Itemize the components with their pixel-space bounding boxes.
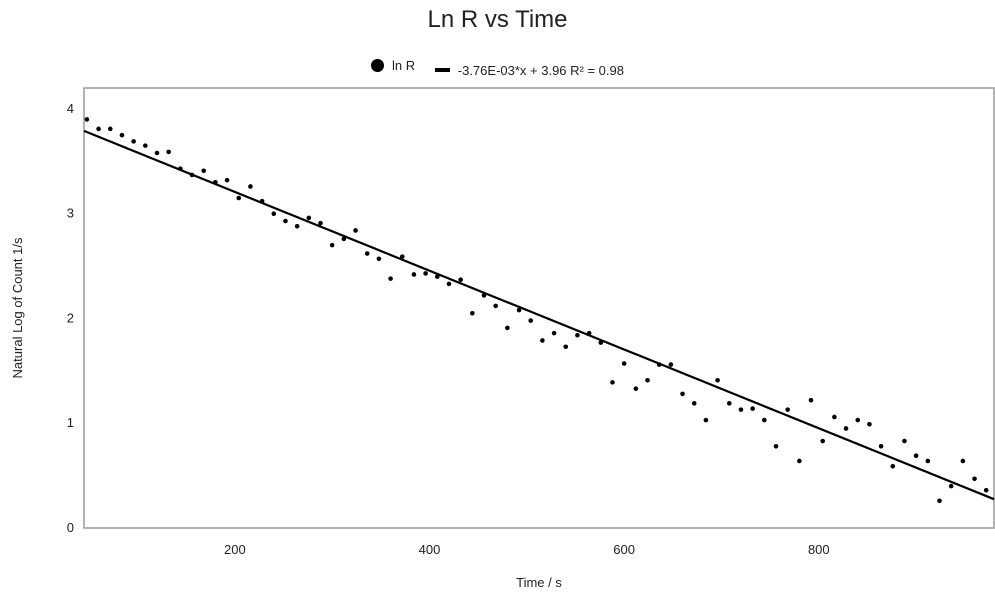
data-point[interactable] bbox=[820, 438, 826, 444]
data-point[interactable] bbox=[890, 463, 896, 469]
data-point[interactable] bbox=[983, 487, 989, 493]
data-point[interactable] bbox=[283, 218, 288, 224]
x-tick-label: 600 bbox=[613, 542, 635, 557]
data-point[interactable] bbox=[131, 139, 136, 144]
data-point[interactable] bbox=[528, 318, 534, 323]
x-axis-ticks: 200 400 600 800 bbox=[224, 542, 830, 557]
legend-trend-label: -3.76E-03*x + 3.96 R² = 0.98 bbox=[457, 62, 624, 78]
x-tick-label: 800 bbox=[808, 542, 830, 557]
data-point[interactable] bbox=[376, 256, 382, 262]
data-point[interactable] bbox=[680, 391, 685, 397]
data-point[interactable] bbox=[902, 438, 907, 444]
data-point[interactable] bbox=[143, 143, 148, 148]
data-point[interactable] bbox=[726, 401, 732, 406]
data-point[interactable] bbox=[388, 276, 393, 281]
data-point[interactable] bbox=[224, 177, 230, 183]
y-tick-label: 4 bbox=[67, 101, 74, 116]
data-point[interactable] bbox=[271, 211, 277, 217]
data-point[interactable] bbox=[633, 386, 639, 391]
data-point[interactable] bbox=[84, 117, 90, 122]
data-point[interactable] bbox=[563, 344, 569, 350]
data-point[interactable] bbox=[399, 254, 405, 259]
data-point[interactable] bbox=[785, 407, 790, 412]
data-point[interactable] bbox=[808, 397, 814, 403]
plot-frame bbox=[83, 87, 995, 529]
y-tick-label: 2 bbox=[67, 310, 74, 325]
data-point[interactable] bbox=[797, 458, 802, 464]
data-point[interactable] bbox=[960, 458, 966, 464]
legend-item-scatter[interactable]: ln R bbox=[371, 58, 415, 73]
data-point[interactable] bbox=[551, 330, 557, 336]
data-point[interactable] bbox=[154, 150, 160, 156]
data-point[interactable] bbox=[948, 483, 954, 489]
data-point[interactable] bbox=[96, 126, 101, 132]
data-point[interactable] bbox=[715, 377, 720, 383]
data-point[interactable] bbox=[913, 453, 919, 459]
data-point[interactable] bbox=[832, 414, 837, 420]
data-point[interactable] bbox=[575, 332, 580, 338]
data-points bbox=[84, 117, 989, 504]
y-axis-title: Natural Log of Count 1/s bbox=[10, 237, 25, 378]
data-point[interactable] bbox=[691, 401, 697, 406]
data-point[interactable] bbox=[166, 149, 171, 155]
data-point[interactable] bbox=[329, 242, 335, 248]
data-point[interactable] bbox=[364, 251, 370, 256]
data-point[interactable] bbox=[621, 361, 627, 366]
data-point[interactable] bbox=[423, 271, 428, 276]
y-tick-label: 3 bbox=[67, 206, 74, 221]
data-point[interactable] bbox=[411, 272, 417, 277]
data-point[interactable] bbox=[119, 132, 125, 138]
data-point[interactable] bbox=[668, 362, 674, 367]
data-point[interactable] bbox=[855, 417, 861, 423]
data-point[interactable] bbox=[505, 325, 510, 331]
chart-title: Ln R vs Time bbox=[427, 6, 568, 33]
x-tick-label: 200 bbox=[224, 542, 246, 557]
legend: ln R -3.76E-03*x + 3.96 R² = 0.98 bbox=[0, 58, 995, 78]
data-point[interactable] bbox=[353, 228, 358, 233]
data-point[interactable] bbox=[446, 281, 452, 287]
y-tick-label: 0 bbox=[67, 520, 74, 535]
data-point[interactable] bbox=[470, 310, 475, 316]
data-point[interactable] bbox=[493, 303, 498, 309]
data-point[interactable] bbox=[645, 377, 650, 383]
y-axis-ticks: 0 1 2 3 4 bbox=[67, 101, 74, 535]
data-point[interactable] bbox=[843, 426, 849, 431]
data-point[interactable] bbox=[925, 458, 931, 464]
data-point[interactable] bbox=[878, 443, 884, 449]
data-point[interactable] bbox=[762, 417, 767, 423]
data-point[interactable] bbox=[248, 184, 253, 189]
data-point[interactable] bbox=[107, 126, 113, 132]
x-tick-label: 400 bbox=[419, 542, 441, 557]
data-point[interactable] bbox=[972, 476, 977, 482]
data-point[interactable] bbox=[540, 338, 545, 343]
x-axis-title: Time / s bbox=[516, 575, 562, 590]
data-point[interactable] bbox=[236, 195, 242, 201]
data-point[interactable] bbox=[341, 236, 347, 242]
data-point[interactable] bbox=[750, 406, 755, 411]
data-point[interactable] bbox=[937, 498, 942, 504]
legend-item-trendline[interactable]: -3.76E-03*x + 3.96 R² = 0.98 bbox=[434, 62, 624, 78]
data-point[interactable] bbox=[294, 223, 300, 229]
data-point[interactable] bbox=[610, 380, 615, 385]
legend-scatter-label: ln R bbox=[392, 58, 416, 73]
y-tick-label: 1 bbox=[67, 415, 74, 430]
trendline bbox=[83, 129, 995, 501]
data-point[interactable] bbox=[318, 220, 323, 226]
data-point[interactable] bbox=[867, 421, 872, 427]
data-point[interactable] bbox=[703, 417, 709, 423]
data-point[interactable] bbox=[458, 277, 463, 283]
legend-dot-icon bbox=[371, 59, 385, 72]
data-point[interactable] bbox=[738, 407, 744, 412]
legend-line-icon bbox=[434, 68, 450, 72]
data-point[interactable] bbox=[773, 443, 779, 449]
data-point[interactable] bbox=[306, 215, 312, 221]
data-point[interactable] bbox=[516, 307, 522, 313]
data-point[interactable] bbox=[201, 168, 207, 174]
